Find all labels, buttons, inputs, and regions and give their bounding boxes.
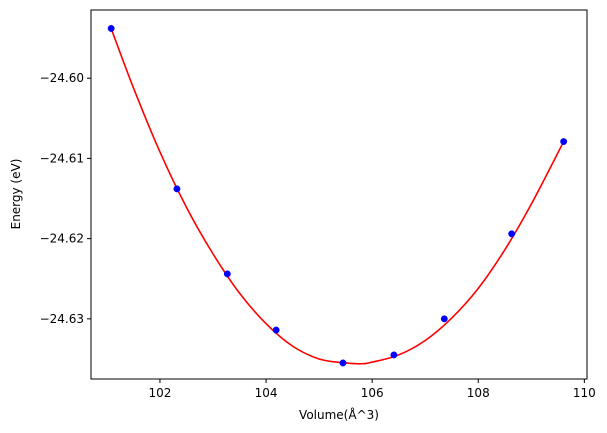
- y-tick-label: −24.61: [40, 151, 84, 165]
- data-point: [440, 315, 448, 323]
- y-tick-label: −24.62: [40, 232, 84, 246]
- x-tick-label: 102: [149, 386, 172, 400]
- y-tick-label: −24.60: [40, 71, 84, 85]
- plot-frame: [90, 9, 588, 380]
- data-point: [508, 230, 516, 238]
- y-axis-label: Energy (eV): [9, 159, 23, 230]
- x-tick-label: 104: [255, 386, 278, 400]
- x-tick-label: 106: [361, 386, 384, 400]
- y-ticks: −24.63 −24.62 −24.61 −24.60: [40, 71, 91, 326]
- data-point: [560, 138, 568, 146]
- data-point: [223, 270, 231, 278]
- data-point: [339, 359, 347, 367]
- x-axis-label: Volume(Å^3): [299, 407, 379, 422]
- data-point: [107, 25, 115, 32]
- plot-area: [91, 10, 587, 379]
- data-point: [390, 351, 398, 359]
- data-point: [272, 326, 280, 334]
- x-tick-label: 110: [573, 386, 596, 400]
- y-tick-label: −24.63: [40, 312, 84, 326]
- data-point: [173, 185, 181, 193]
- x-tick-label: 108: [467, 386, 490, 400]
- x-ticks: 102 104 106 108 110: [149, 379, 596, 400]
- data-points-layer: [107, 25, 568, 367]
